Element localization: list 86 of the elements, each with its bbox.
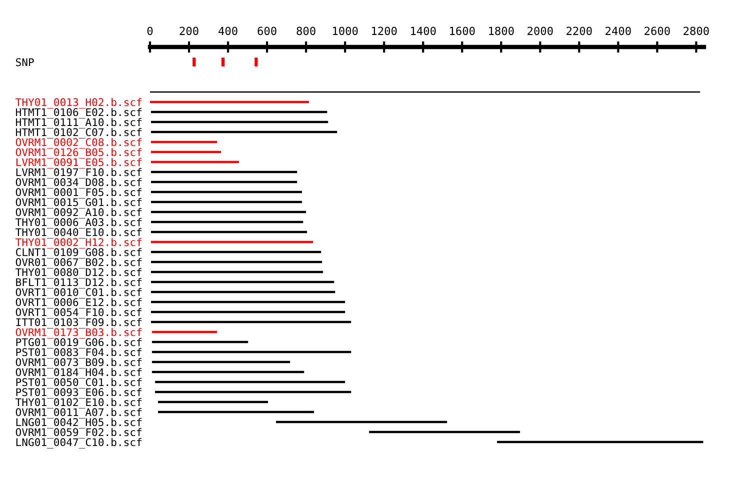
bar	[150, 230, 308, 234]
bar	[150, 290, 336, 294]
x-tick-label: 600	[258, 26, 276, 36]
y-tick-label: OVRM1_0126_B05.b.scf	[16, 148, 142, 158]
y-tick-label: BFLT1_0113_D12.b.scf	[16, 278, 142, 288]
y-tick-label: OVRM1_0184_H04.b.scf	[16, 368, 142, 378]
bar	[158, 410, 314, 414]
x-tick-label: 2800	[684, 26, 709, 36]
y-tick-label: THY01_0013_H02.b.scf	[16, 98, 142, 108]
y-tick-label: THY01_0040_E10.b.scf	[16, 228, 142, 238]
y-tick-label: OVRM1_0015_G01.b.scf	[16, 198, 142, 208]
y-tick-label: OVR01_0067_B02.b.scf	[16, 258, 142, 268]
bar	[497, 440, 704, 444]
y-tick-label: OVRM1_0059_F02.b.scf	[16, 428, 142, 438]
bar	[155, 380, 346, 384]
bar	[150, 240, 314, 244]
bar	[150, 260, 322, 264]
y-tick-label: HTMT1_0111_A10.b.scf	[16, 118, 142, 128]
x-tick-label: 2400	[606, 26, 631, 36]
bar	[158, 400, 268, 404]
x-tick-label: 1600	[450, 26, 475, 36]
x-tick-label: 2600	[644, 26, 670, 36]
y-tick-label: OVRM1_0073_B09.b.scf	[16, 358, 142, 368]
bar	[150, 150, 222, 154]
y-tick-label: OVRT1_0010_C01.b.scf	[16, 288, 142, 298]
bar	[150, 310, 346, 314]
x-tick-label: 1800	[489, 26, 514, 36]
bar	[150, 180, 298, 184]
bar	[150, 190, 302, 194]
bar	[150, 130, 338, 134]
bar	[152, 340, 248, 344]
y-tick-label: OVRM1_0001_F05.b.scf	[16, 188, 142, 198]
bar	[152, 370, 304, 374]
y-tick-label: ITT01_0103_F09.b.scf	[16, 318, 142, 328]
y-tick-label: LNG01_0047_C10.b.scf	[16, 438, 142, 448]
bar	[150, 210, 306, 214]
bar	[155, 390, 352, 394]
y-tick-label: OVRT1_0006_E12.b.scf	[16, 298, 142, 308]
x-tick-label: 200	[180, 26, 198, 36]
y-tick-label: HTMT1_0102_C07.b.scf	[16, 128, 142, 138]
y-tick-label: OVRM1_0092_A10.b.scf	[16, 208, 142, 218]
y-tick-label: SNP	[16, 58, 34, 66]
y-tick-label: LVRM1_0091_E05.b.scf	[16, 158, 142, 168]
y-tick-label: THY01_0002_H12.b.scf	[16, 238, 142, 248]
y-tick-label: CLNT1_0109_G08.b.scf	[16, 248, 142, 258]
bar	[150, 120, 328, 124]
bar	[150, 110, 328, 114]
bar	[150, 170, 298, 174]
bar	[150, 200, 302, 204]
bar	[150, 300, 346, 304]
x-tick-label: 0	[147, 26, 153, 36]
y-tick-label: HTMT1_0106_E02.b.scf	[16, 108, 142, 118]
x-tick-label: 2000	[528, 26, 553, 36]
y-tick-label: OVRM1_0173_B03.b.scf	[16, 328, 142, 338]
bar	[150, 320, 352, 324]
bar	[150, 280, 334, 284]
x-tick-label: 800	[296, 26, 316, 36]
y-tick-label: PTG01_0019_G06.b.scf	[16, 338, 142, 348]
bar	[150, 140, 218, 144]
bar	[150, 220, 304, 224]
bar	[152, 360, 290, 364]
bar	[369, 430, 520, 434]
y-tick-label: OVRM1_0002_C08.b.scf	[16, 138, 142, 148]
x-tick-label: 400	[218, 26, 238, 36]
y-tick-label: PST01_0093_E06.b.scf	[16, 388, 142, 398]
x-tick-label: 1200	[372, 26, 397, 36]
y-tick-label: THY01_0102_E10.b.scf	[16, 398, 142, 408]
bar	[150, 100, 309, 104]
y-tick-label: OVRM1_0034_D08.b.scf	[16, 178, 142, 188]
y-tick-label: LVRM1_0197_F10.b.scf	[16, 168, 142, 178]
x-tick-label: 2200	[566, 26, 592, 36]
y-tick-label: THY01_0006_A03.b.scf	[16, 218, 142, 228]
x-tick-label: 1400	[411, 26, 436, 36]
bar	[276, 420, 448, 424]
y-tick-label: LNG01_0042_H05.b.scf	[16, 418, 142, 428]
y-tick-label: OVRT1_0054_F10.b.scf	[16, 308, 142, 318]
bar	[152, 330, 218, 334]
y-tick-label: PST01_0083_F04.b.scf	[16, 348, 142, 358]
y-tick-label: OVRM1_0011_A07.b.scf	[16, 408, 142, 418]
y-tick-label: THY01_0080_D12.b.scf	[16, 268, 142, 278]
bar	[150, 250, 322, 254]
x-tick-label: 1000	[333, 26, 358, 36]
bar	[150, 270, 324, 274]
bar	[150, 160, 239, 164]
y-tick-label: PST01_0050_C01.b.scf	[16, 378, 142, 388]
bar	[152, 350, 352, 354]
